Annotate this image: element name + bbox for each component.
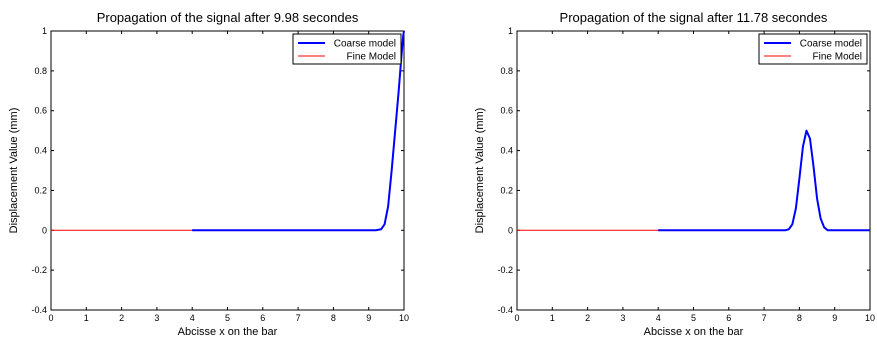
legend: Coarse model Fine Model: [758, 33, 868, 65]
y-tick-label: 0: [508, 225, 513, 235]
y-tick-label: 0.4: [500, 146, 513, 156]
legend-box: [292, 33, 402, 65]
x-tick-label: 3: [620, 313, 625, 323]
y-tick-label: 0.2: [34, 185, 47, 195]
series-line-coarse-model: [192, 30, 405, 232]
x-axis-label: Abcisse x on the bar: [178, 326, 278, 338]
x-tick-label: 8: [797, 313, 802, 323]
x-tick-label: 7: [296, 313, 301, 323]
y-tick-label: 0.4: [34, 146, 47, 156]
legend-box: [758, 33, 868, 65]
legend-entry: Coarse model: [800, 39, 862, 50]
x-axis-label: Abcisse x on the bar: [644, 326, 744, 338]
y-tick-label: 0.8: [34, 66, 47, 76]
chart-title: Propagation of the signal after 9.98 sec…: [97, 10, 359, 25]
x-tick-label: 1: [84, 313, 89, 323]
y-axis-label: Displacement Value (mm): [8, 108, 20, 234]
plot-area: [516, 30, 871, 311]
x-tick-label: 8: [331, 313, 336, 323]
y-tick-label: 0.6: [34, 106, 47, 116]
x-tick-label: 9: [832, 313, 837, 323]
x-tick-label: 0: [514, 313, 519, 323]
x-tick-label: 5: [691, 313, 696, 323]
series-line-coarse-model: [658, 129, 870, 232]
y-tick-label: -0.4: [31, 305, 47, 315]
x-tick-label: 5: [225, 313, 230, 323]
legend-entry: Fine Model: [813, 52, 862, 63]
y-tick-label: 0.8: [500, 66, 513, 76]
x-tick-label: 3: [154, 313, 159, 323]
chart-title: Propagation of the signal after 11.78 se…: [560, 10, 828, 25]
y-tick-label: -0.4: [497, 305, 513, 315]
x-tick-label: 4: [190, 313, 195, 323]
y-tick-label: 0.2: [500, 185, 513, 195]
plot-area: [50, 30, 405, 311]
x-tick-label: 2: [119, 313, 124, 323]
legend-entry: Fine Model: [347, 52, 396, 63]
x-tick-label: 6: [726, 313, 731, 323]
legend-entry: Coarse model: [334, 39, 396, 50]
x-tick-label: 10: [399, 313, 409, 323]
chart-panel-2: Propagation of the signal after 11.78 se…: [474, 10, 875, 338]
y-tick-label: 1: [508, 26, 513, 36]
chart-panel-1: Propagation of the signal after 9.98 sec…: [8, 10, 409, 338]
y-tick-label: 0: [42, 225, 47, 235]
legend: Coarse model Fine Model: [292, 33, 402, 65]
x-tick-label: 7: [762, 313, 767, 323]
y-tick-label: 1: [42, 26, 47, 36]
x-tick-label: 0: [48, 313, 53, 323]
y-tick-label: 0.6: [500, 106, 513, 116]
x-tick-label: 1: [550, 313, 555, 323]
x-tick-label: 4: [656, 313, 661, 323]
x-tick-label: 6: [260, 313, 265, 323]
y-tick-label: -0.2: [31, 265, 47, 275]
x-tick-label: 9: [366, 313, 371, 323]
y-tick-label: -0.2: [497, 265, 513, 275]
x-tick-label: 2: [585, 313, 590, 323]
y-axis-label: Displacement Value (mm): [474, 108, 486, 234]
x-tick-label: 10: [865, 313, 875, 323]
